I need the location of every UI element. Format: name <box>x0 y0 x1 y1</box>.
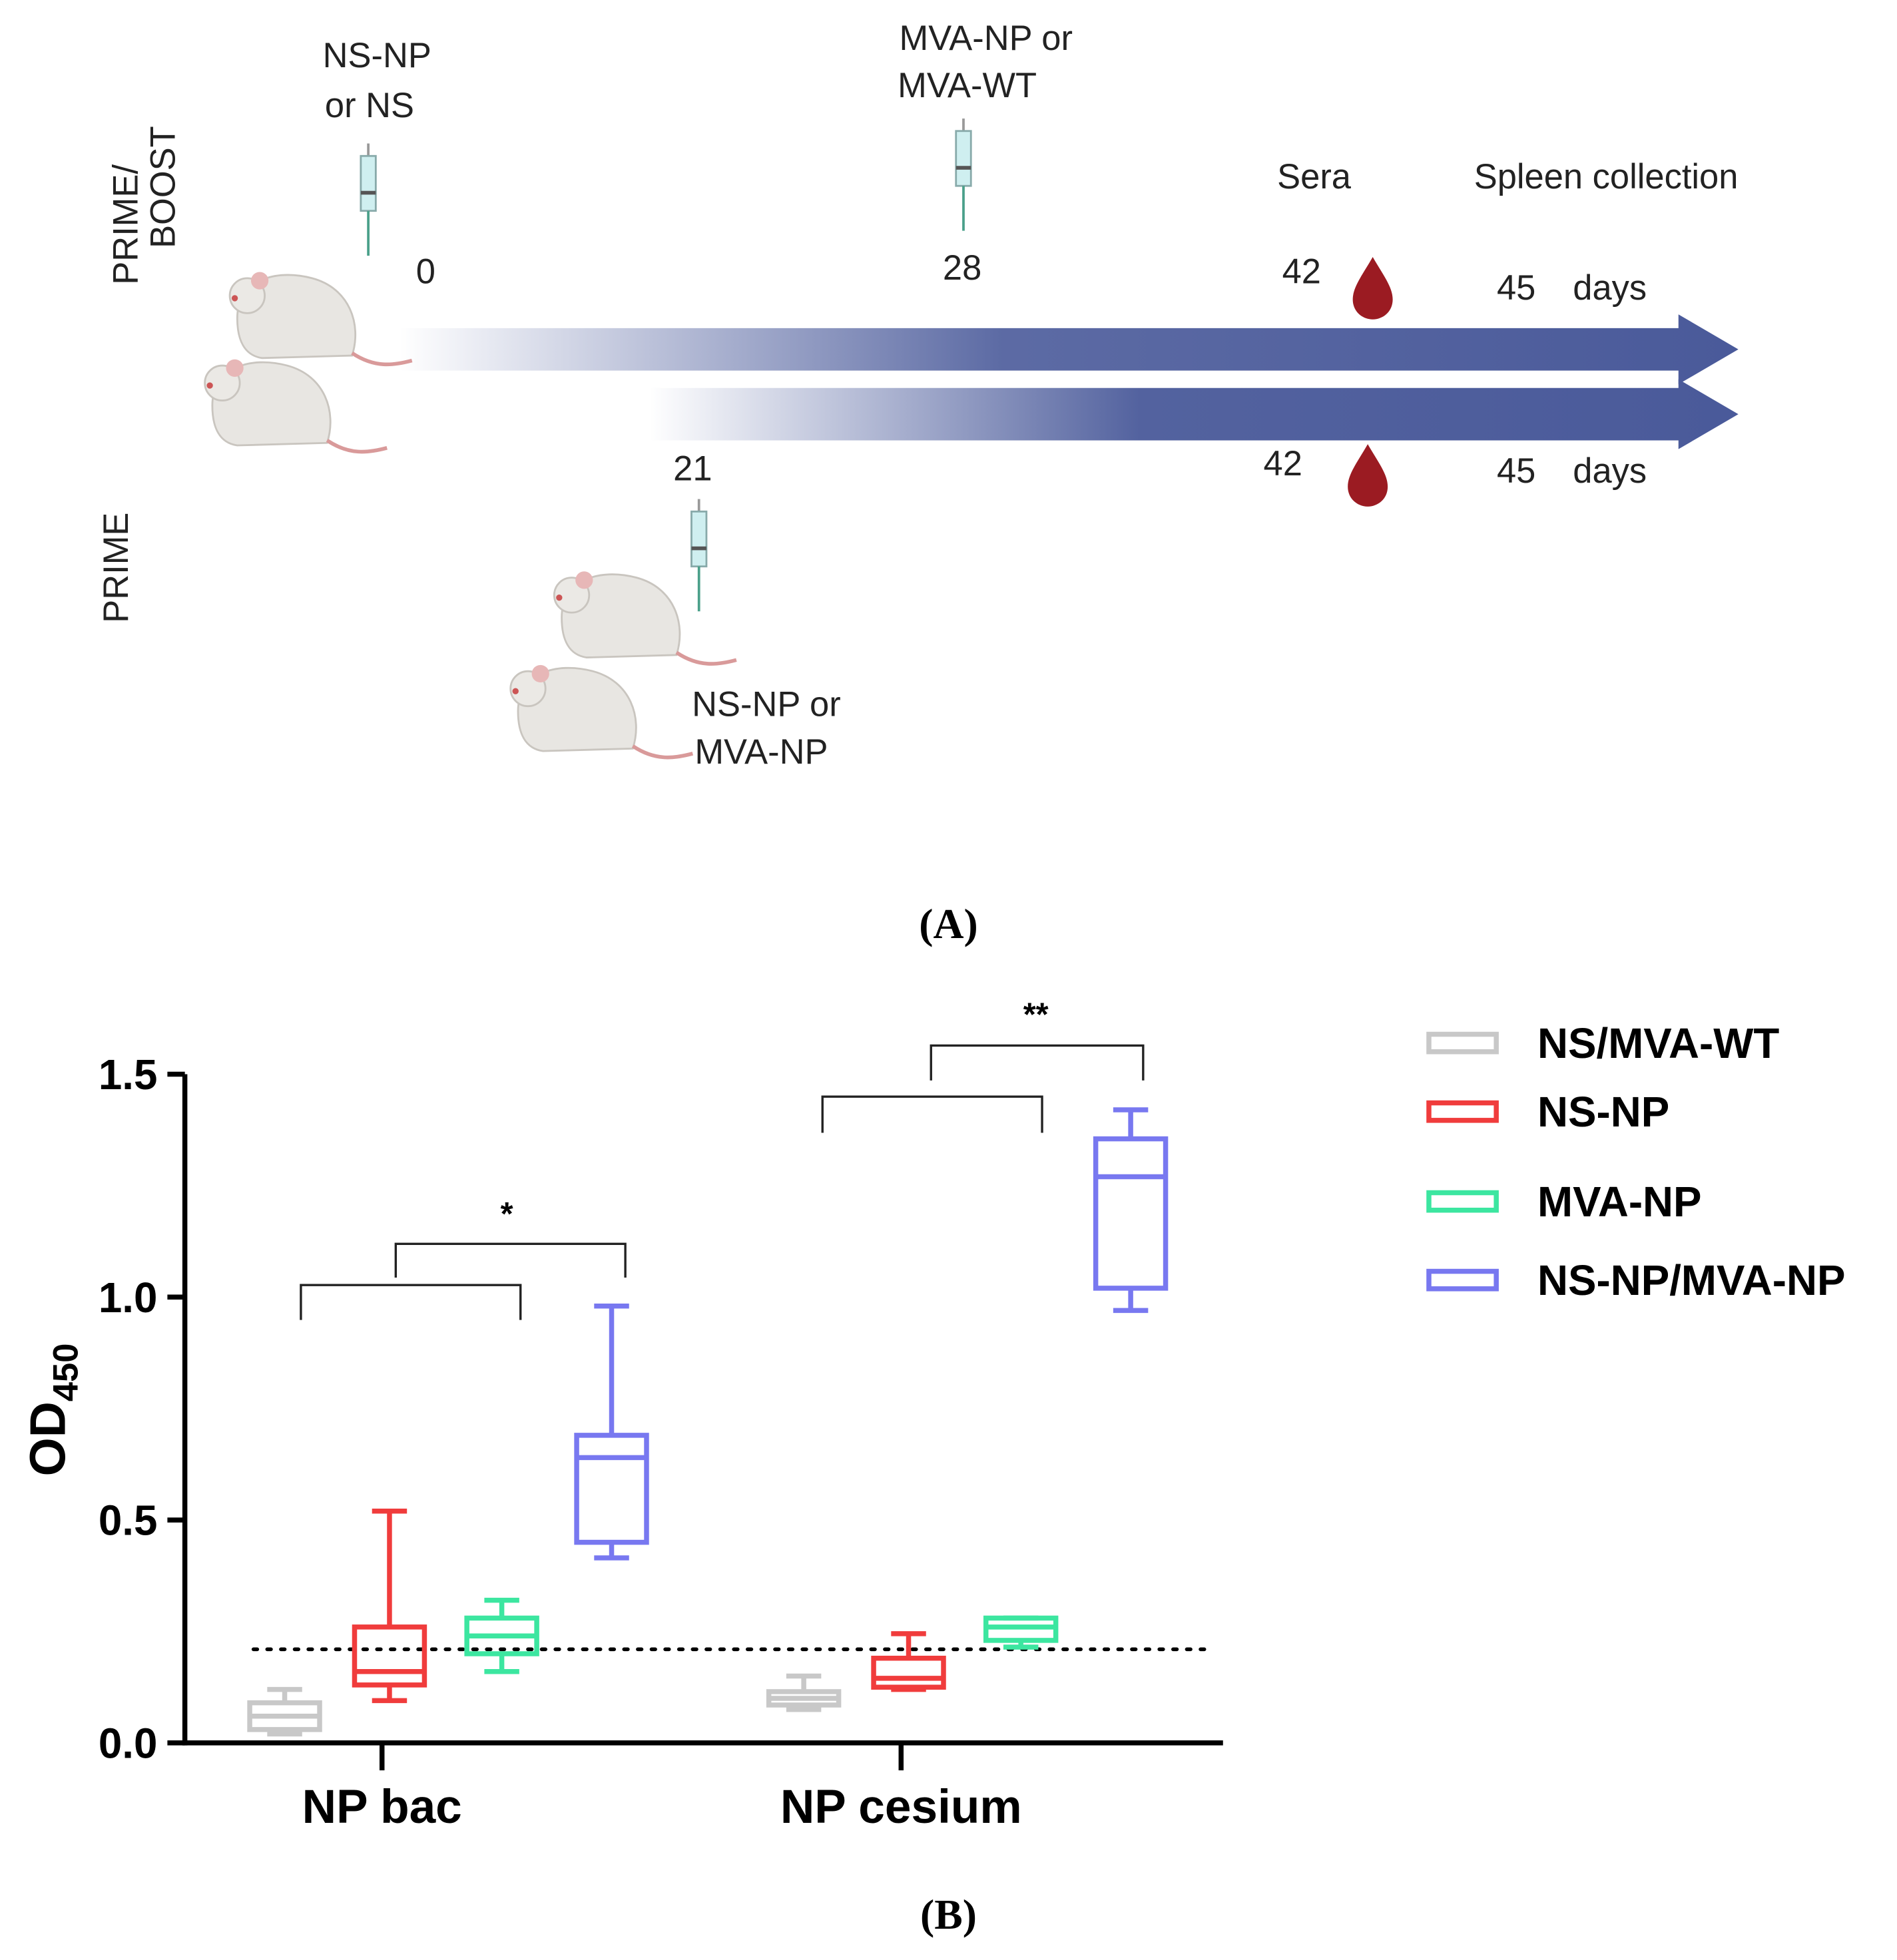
x-tick-label: NP bac <box>302 1781 462 1834</box>
day-label: 45 <box>1497 452 1535 491</box>
blood-drop <box>1352 257 1393 320</box>
day-unit: days <box>1573 452 1647 491</box>
timeline-arrow <box>399 314 1739 385</box>
legend-swatch <box>1426 1031 1499 1055</box>
group-label: PRIME <box>97 513 136 623</box>
significance-bracket <box>300 1242 627 1320</box>
legend-swatch <box>1426 1100 1499 1123</box>
y-tick-label: 1.0 <box>99 1274 158 1322</box>
day-label: 42 <box>1264 445 1302 483</box>
panel-label: (B) <box>920 1891 977 1938</box>
significance-bracket <box>821 1044 1145 1133</box>
event-label: Spleen collection <box>1474 158 1739 196</box>
box <box>574 1433 649 1545</box>
injection-label: or NS <box>325 87 414 125</box>
x-tick-label: NP cesium <box>780 1781 1022 1834</box>
injection-label: MVA-NP <box>694 733 828 772</box>
day-label: 45 <box>1497 269 1535 308</box>
legend-label: NS-NP/MVA-NP <box>1537 1256 1845 1304</box>
blood-drop <box>1348 444 1388 507</box>
box <box>871 1655 946 1690</box>
day-label: 42 <box>1282 252 1321 291</box>
panel-label: (A) <box>919 900 977 947</box>
day-unit: days <box>1573 269 1647 308</box>
injection-label: MVA-NP or <box>899 19 1072 58</box>
legend-swatch <box>1426 1190 1499 1213</box>
legend-label: NS/MVA-WT <box>1537 1019 1779 1067</box>
syringe-icon <box>359 142 378 258</box>
y-tick-label: 1.5 <box>99 1051 158 1099</box>
significance-label: ** <box>1023 997 1049 1033</box>
day-label: 0 <box>416 252 435 291</box>
mouse-icon <box>230 272 412 365</box>
injection-label: NS-NP or <box>692 686 841 724</box>
mouse-icon <box>511 665 693 758</box>
day-label: 28 <box>943 249 981 288</box>
timeline-arrow <box>649 379 1739 449</box>
y-tick-label: 0.5 <box>99 1497 158 1545</box>
box <box>1093 1136 1169 1291</box>
significance-label: * <box>501 1196 513 1232</box>
mouse-icon <box>205 360 388 452</box>
injection-label: NS-NP <box>323 37 431 75</box>
y-axis-label: OD450 <box>20 1344 86 1477</box>
legend-swatch <box>1426 1268 1499 1292</box>
legend-label: NS-NP <box>1537 1088 1669 1136</box>
group-label: PRIME/BOOST <box>107 126 182 284</box>
day-label: 21 <box>673 449 712 488</box>
box <box>352 1624 427 1688</box>
legend-label: MVA-NP <box>1537 1178 1702 1226</box>
injection-label: MVA-WT <box>898 67 1037 105</box>
syringe-icon <box>954 117 973 232</box>
y-tick-label: 0.0 <box>99 1719 158 1767</box>
mouse-icon <box>554 571 736 664</box>
event-label: Sera <box>1277 158 1352 196</box>
syringe-icon <box>690 497 708 613</box>
